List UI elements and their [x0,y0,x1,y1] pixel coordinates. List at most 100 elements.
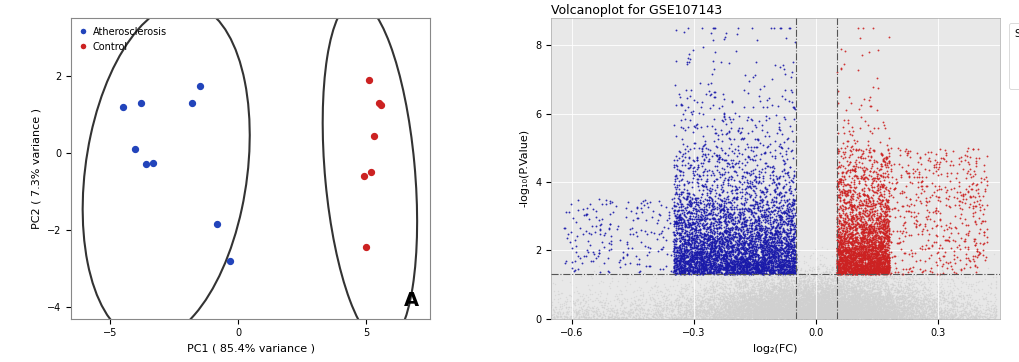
Point [808,255,824,261]
Point [780,315,796,321]
Point [851,240,867,245]
Point [860,302,876,308]
Point [896,301,912,307]
Point [779,288,795,294]
Point [744,296,760,302]
Point [718,262,735,268]
Point [870,313,887,319]
Point [969,193,985,199]
Point [797,259,813,265]
Point [595,305,611,311]
Point [781,307,797,313]
Point [857,298,873,303]
Point [768,270,785,276]
Point [695,283,711,289]
Point [727,225,743,231]
Point [753,311,769,316]
Point [802,302,818,307]
Point [804,302,820,308]
Point [761,308,777,313]
Point [889,301,905,307]
Point [851,267,867,273]
Point [755,314,771,320]
Point [858,235,874,240]
Point [847,312,863,317]
Point [846,294,862,299]
Point [866,231,882,237]
Point [694,247,710,253]
Point [807,296,823,302]
Point [683,243,699,248]
Point [826,290,843,295]
Point [762,304,779,310]
Point [761,291,777,296]
Point [858,304,874,310]
Point [726,273,742,279]
Point [779,309,795,315]
Point [846,311,862,316]
Point [762,230,779,235]
Point [908,218,924,224]
Point [842,300,858,306]
Point [942,264,958,269]
Point [801,306,817,312]
Point [882,299,899,305]
Point [806,314,822,320]
Point [721,182,738,188]
Point [807,304,823,310]
Point [838,264,854,269]
Point [761,288,777,294]
Point [727,299,743,305]
Point [957,196,973,202]
Point [883,274,900,280]
Point [772,306,789,312]
Point [735,256,751,262]
Point [892,311,908,316]
Point [730,270,746,276]
Point [702,172,718,178]
Point [832,299,848,305]
Point [881,301,898,307]
Point [905,313,921,319]
Point [769,302,786,308]
Point [752,265,768,270]
Point [787,298,803,304]
Point [833,314,849,320]
Point [877,250,894,256]
Point [815,299,832,305]
Point [772,285,789,291]
Point [798,305,814,311]
Point [745,230,761,236]
Point [555,313,572,319]
Point [765,296,782,302]
Point [745,284,761,290]
Point [862,309,878,315]
Point [564,299,580,304]
Point [881,294,898,300]
Point [844,265,860,271]
Point [803,279,819,285]
Point [810,310,826,316]
Point [943,300,959,306]
Point [719,305,736,311]
Point [746,294,762,299]
Point [793,289,809,295]
Point [749,136,765,142]
Point [918,292,934,298]
Point [914,311,930,317]
Point [837,306,853,312]
Point [851,302,867,307]
Point [784,257,800,262]
Point [920,297,936,303]
Point [788,290,804,296]
Point [956,308,972,313]
Point [880,295,897,301]
Point [836,145,852,151]
Point [839,192,855,198]
Point [927,311,944,316]
Point [752,304,768,310]
Point [730,304,746,310]
Point [773,308,790,314]
Point [556,258,573,264]
Point [846,306,862,311]
